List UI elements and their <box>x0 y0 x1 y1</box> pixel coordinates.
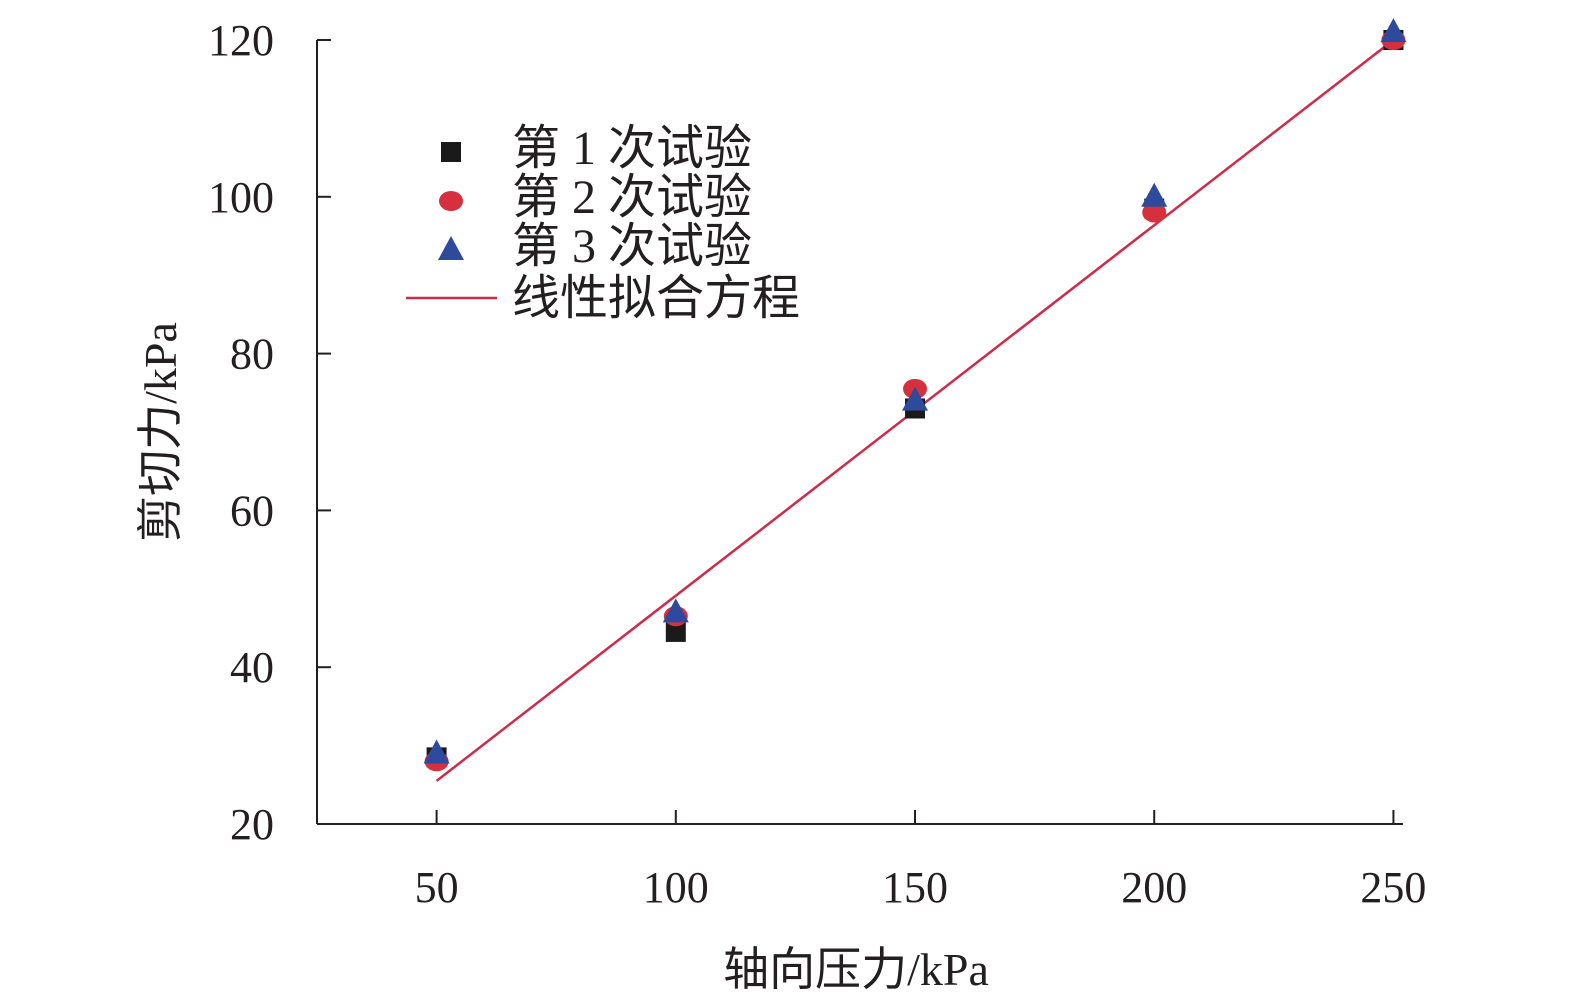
legend-label-fit-line: 线性拟合方程 <box>512 272 800 325</box>
axes <box>316 40 1403 825</box>
legend-marker-series-1 <box>441 142 461 162</box>
y-tick-label: 60 <box>230 486 274 535</box>
y-tick-label: 100 <box>208 173 274 222</box>
x-tick-label: 250 <box>1360 863 1426 912</box>
legend-marker-series-2 <box>439 191 463 211</box>
x-tick-label: 100 <box>643 863 709 912</box>
data-points <box>423 18 1407 772</box>
legend-label-series-2: 第 2 次试验 <box>512 171 752 224</box>
legend-marker-series-3 <box>438 236 464 260</box>
y-tick-label: 80 <box>230 330 274 379</box>
y-tick-label: 40 <box>230 643 274 692</box>
series-3-point <box>662 598 689 623</box>
series-3-point <box>423 739 450 764</box>
x-axis-ticks: 50 100 150 200 250 <box>415 810 1426 912</box>
series-2-point <box>1142 202 1167 223</box>
legend-label-series-3: 第 3 次试验 <box>512 220 752 273</box>
series-3-point <box>1141 182 1168 207</box>
x-tick-label: 200 <box>1121 863 1187 912</box>
x-tick-label: 50 <box>415 863 459 912</box>
series-3-point <box>902 386 929 411</box>
x-tick-label: 150 <box>882 863 948 912</box>
series-1-point <box>665 621 686 642</box>
y-axis-title: 剪切力/kPa <box>135 322 186 542</box>
y-axis-ticks: 20 40 60 80 100 120 <box>208 16 331 849</box>
y-tick-label: 120 <box>208 16 274 65</box>
series-3-point <box>1380 18 1407 43</box>
legend-label-series-1: 第 1 次试验 <box>512 122 752 175</box>
y-tick-label: 20 <box>230 800 274 849</box>
x-axis-title: 轴向压力/kPa <box>723 944 989 995</box>
